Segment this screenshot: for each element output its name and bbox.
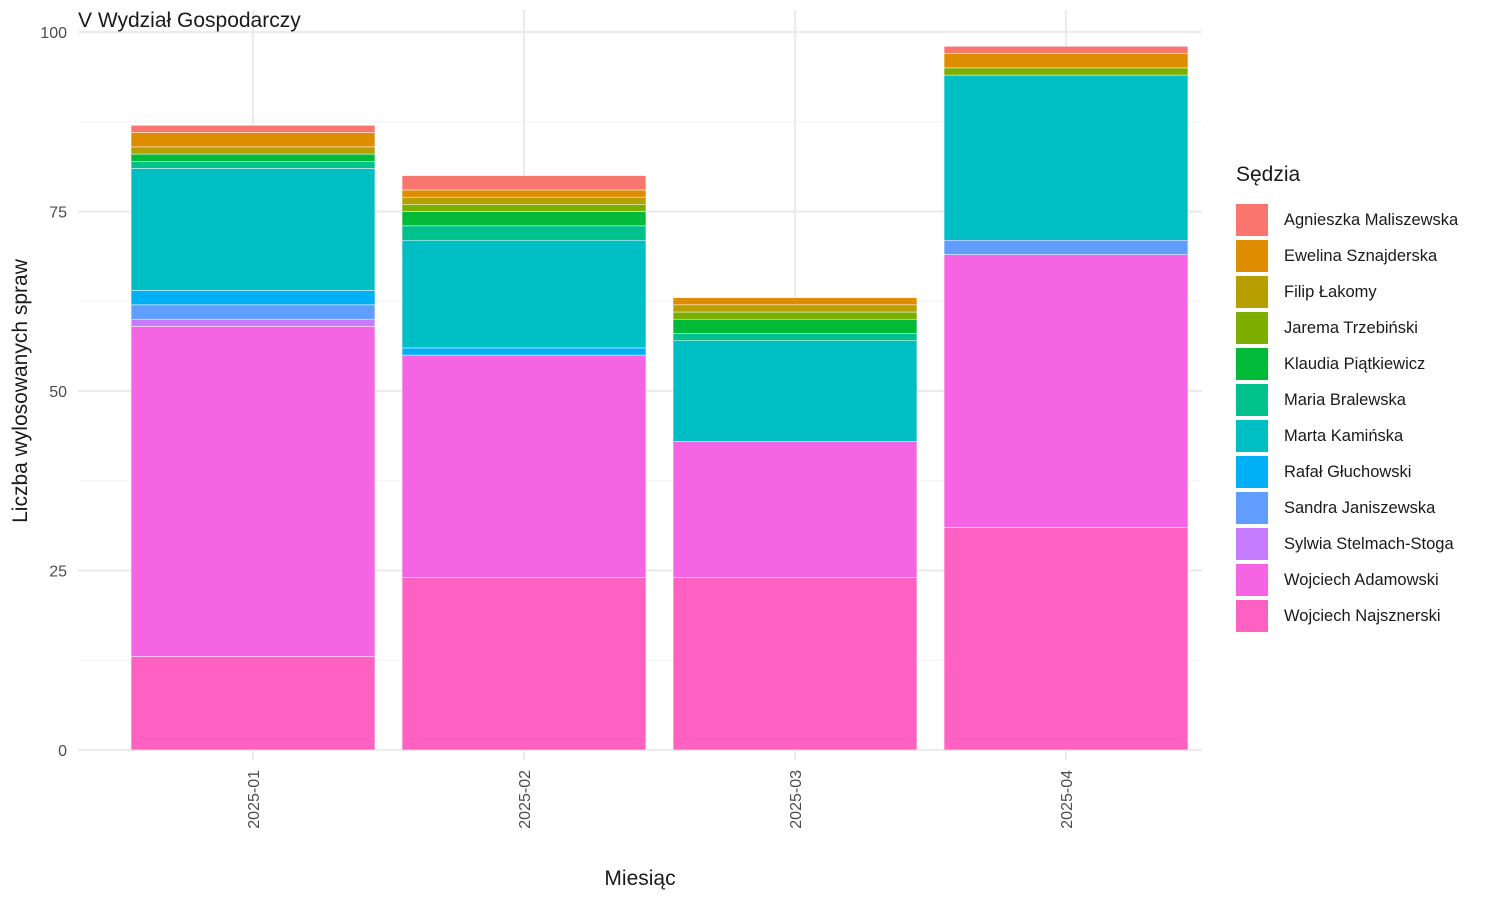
y-tick-label: 0 [58, 743, 67, 760]
bar-segment [672, 577, 918, 751]
x-tick-label: 2025-04 [1059, 770, 1076, 829]
legend-swatch [1236, 600, 1268, 632]
y-axis-ticks: 0 25 50 75 100 [40, 25, 67, 760]
y-tick-label: 50 [49, 384, 67, 401]
bar-segment [130, 656, 376, 751]
bar-segment [672, 311, 918, 320]
legend-label: Agnieszka Maliszewska [1284, 210, 1459, 229]
bars [130, 46, 1189, 751]
legend-label: Filip Łakomy [1284, 282, 1377, 301]
legend-label: Ewelina Sznajderska [1284, 246, 1438, 265]
y-tick-label: 25 [49, 564, 67, 581]
bar-segment [943, 67, 1189, 76]
legend-swatch [1236, 456, 1268, 488]
bar-segment [401, 189, 647, 198]
legend-swatch [1236, 492, 1268, 524]
chart-title: V Wydział Gospodarczy [78, 9, 301, 32]
bar-segment [672, 333, 918, 341]
legend-label: Wojciech Najsznerski [1284, 606, 1441, 625]
legend-item: Rafał Głuchowski [1236, 454, 1458, 490]
bar-segment [672, 340, 918, 442]
legend-swatch [1236, 204, 1268, 236]
legend-item: Filip Łakomy [1236, 274, 1458, 310]
bar-segment [130, 304, 376, 320]
legend-item: Wojciech Najsznerski [1236, 598, 1458, 634]
x-tick-label: 2025-02 [517, 770, 534, 829]
bar-segment [943, 527, 1189, 751]
legend-item: Agnieszka Maliszewska [1236, 202, 1458, 238]
legend-swatch [1236, 276, 1268, 308]
bar-segment [672, 318, 918, 334]
bar-segment [401, 354, 647, 578]
legend-item: Sandra Janiszewska [1236, 490, 1458, 526]
bar-segment [943, 254, 1189, 528]
x-axis-label: Miesiąc [604, 867, 675, 890]
bar-segment [943, 53, 1189, 69]
bar-segment [943, 46, 1189, 54]
legend-label: Wojciech Adamowski [1284, 570, 1439, 589]
bar-segment [401, 204, 647, 212]
bar-segment [943, 74, 1189, 241]
legend-swatch [1236, 312, 1268, 344]
legend-items: Agnieszka Maliszewska Ewelina Sznajderska… [1236, 202, 1458, 634]
legend: Sędzia Agnieszka Maliszewska Ewelina Szna… [1236, 164, 1458, 634]
legend-label: Marta Kamińska [1284, 426, 1404, 445]
x-tick-label: 2025-03 [788, 770, 805, 829]
bar-stack-2025-03 [672, 297, 918, 751]
legend-swatch [1236, 384, 1268, 416]
bar-segment [401, 225, 647, 241]
bar-stack-2025-02 [401, 175, 647, 751]
bar-segment [401, 347, 647, 356]
bar-segment [130, 160, 376, 169]
bar-segment [672, 304, 918, 313]
bar-segment [943, 239, 1189, 255]
legend-swatch [1236, 564, 1268, 596]
bar-segment [401, 239, 647, 349]
legend-item: Maria Bralewska [1236, 382, 1458, 418]
bar-segment [130, 146, 376, 155]
legend-item: Ewelina Sznajderska [1236, 238, 1458, 274]
legend-title: Sędzia [1236, 163, 1301, 186]
bar-segment [672, 297, 918, 306]
bar-segment [401, 175, 647, 191]
bar-segment [130, 168, 376, 291]
bar-segment [130, 153, 376, 162]
legend-label: Maria Bralewska [1284, 390, 1406, 409]
bar-segment [401, 211, 647, 227]
bar-stack-2025-01 [130, 125, 376, 751]
legend-item: Sylwia Stelmach-Stoga [1236, 526, 1458, 562]
legend-item: Jarema Trzebiński [1236, 310, 1458, 346]
bar-segment [672, 441, 918, 578]
legend-item: Klaudia Piątkiewicz [1236, 346, 1458, 382]
legend-label: Jarema Trzebiński [1284, 318, 1418, 337]
legend-swatch [1236, 528, 1268, 560]
legend-label: Klaudia Piątkiewicz [1284, 354, 1426, 373]
bar-segment [130, 132, 376, 148]
legend-label: Sandra Janiszewska [1284, 498, 1436, 517]
y-tick-label: 100 [40, 25, 67, 42]
legend-swatch [1236, 420, 1268, 452]
bar-segment [401, 577, 647, 751]
y-tick-label: 75 [49, 205, 67, 222]
legend-swatch [1236, 240, 1268, 272]
legend-swatch [1236, 348, 1268, 380]
bar-segment [130, 318, 376, 327]
bar-segment [130, 326, 376, 657]
legend-label: Rafał Głuchowski [1284, 462, 1412, 481]
legend-item: Wojciech Adamowski [1236, 562, 1458, 598]
y-axis-label: Liczba wylosowanych spraw [9, 258, 32, 523]
bar-stack-2025-04 [943, 46, 1189, 751]
bar-segment [401, 196, 647, 205]
x-axis-ticks: 2025-01 2025-02 2025-03 2025-04 [246, 770, 1076, 829]
x-tick-label: 2025-01 [246, 770, 263, 829]
legend-label: Sylwia Stelmach-Stoga [1284, 534, 1454, 553]
bar-segment [130, 290, 376, 306]
legend-item: Marta Kamińska [1236, 418, 1458, 454]
bar-segment [130, 125, 376, 133]
